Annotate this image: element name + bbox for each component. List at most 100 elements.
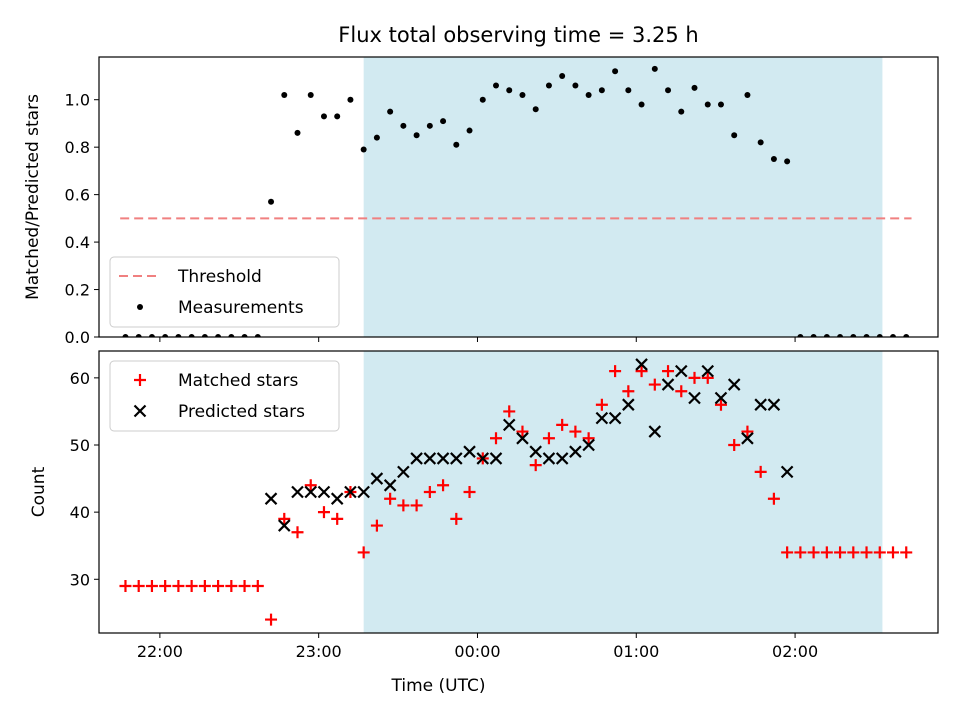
measurement-point [837,334,844,337]
legend-label: Threshold [177,267,262,287]
measurement-point [545,82,552,89]
measurement-point [572,82,579,89]
matched-star-point [688,371,701,384]
y-tick-label: 0.4 [65,233,90,252]
matched-star-point [873,546,886,559]
measurement-point [665,87,672,94]
measurement-point [651,65,658,72]
measurement-point [453,141,460,148]
predicted-star-point [344,485,357,499]
predicted-star-point [317,485,331,499]
y-tick-label: 0.8 [65,138,90,157]
matched-star-point [265,613,278,626]
predicted-star-point [582,438,595,452]
matched-star-point [370,519,383,532]
matched-star-point [675,385,688,398]
x-tick-label: 02:00 [772,642,818,661]
measurement-point [373,134,380,141]
legend-box [109,360,340,432]
measurement-point [797,334,804,337]
measurement-point [850,334,857,337]
measurement-point [122,334,129,337]
y-tick-label: 0.6 [65,186,90,205]
predicted-star-point [264,492,278,505]
y-tick-label: 1.0 [65,91,90,110]
measurement-point [638,101,645,108]
predicted-star-point [542,452,556,465]
matched-star-point [238,580,251,592]
matched-star-point [198,580,211,592]
matched-star-point [132,580,145,592]
measurement-point [201,334,208,337]
matched-star-point [820,546,833,559]
matched-star-point [767,492,780,505]
measurement-point [268,198,275,205]
measurement-point [320,113,327,120]
matched-star-point [728,439,741,451]
predicted-star-point [754,398,767,411]
matched-star-point [212,580,225,592]
measurement-point [744,91,751,98]
measurement-point [426,122,433,129]
measurement-point [334,113,341,120]
measurement-point [281,91,288,98]
predicted-star-point [370,472,384,485]
measurement-point [188,334,195,337]
plot-frame [98,56,939,338]
matched-star-point [714,398,727,411]
matched-star-point [569,425,582,438]
measurement-point [810,334,817,337]
predicted-star-point [688,391,701,405]
predicted-star-point [595,411,609,425]
matched-star-point [225,580,238,592]
data-layer [120,65,912,337]
matched-star-point [860,546,873,559]
predicted-star-point [476,452,490,465]
matched-star-point [159,580,172,592]
predicted-star-point [436,452,450,465]
y-axis-label: Matched/Predicted stars [23,94,43,300]
legend-measurement-swatch [137,304,143,310]
matched-star-point [172,580,185,592]
matched-star-point [794,546,807,559]
matched-star-point [834,546,847,559]
predicted-star-point [701,364,715,378]
predicted-star-point [330,492,344,505]
measurement-point [519,91,526,98]
predicted-star-point [727,378,741,391]
predicted-star-point [714,391,728,405]
predicted-star-point [741,432,754,445]
measurement-point [175,334,182,337]
measurement-point [731,132,738,139]
measurement-point [413,132,420,139]
matched-star-point [754,465,767,478]
matched-star-point [701,371,714,384]
predicted-star-point [555,452,569,465]
predicted-star-point [489,452,503,465]
x-axis-label: Time (UTC) [391,676,486,696]
predicted-star-point [608,411,622,425]
matched-star-point [384,492,397,505]
measurement-point [903,334,910,337]
predicted-star-point [661,378,675,391]
matched-star-point [516,425,529,438]
measurement-point [506,87,513,94]
measurement-point [347,96,354,103]
measurement-point [717,101,724,108]
predicted-star-point [648,425,662,438]
measurement-point [863,334,870,337]
measurement-point [890,334,897,337]
measurement-point [823,334,830,337]
legend-matched-swatch [134,374,146,386]
measurement-point [585,91,592,98]
predicted-star-point [622,398,635,411]
measurement-point [757,139,764,146]
matched-star-point [807,546,820,559]
matched-star-point [304,479,317,492]
measurement-point [387,108,394,115]
legend-label: Matched stars [178,371,298,391]
measurement-point [479,96,486,103]
matched-star-point [622,385,635,398]
predicted-star-point [383,479,397,492]
